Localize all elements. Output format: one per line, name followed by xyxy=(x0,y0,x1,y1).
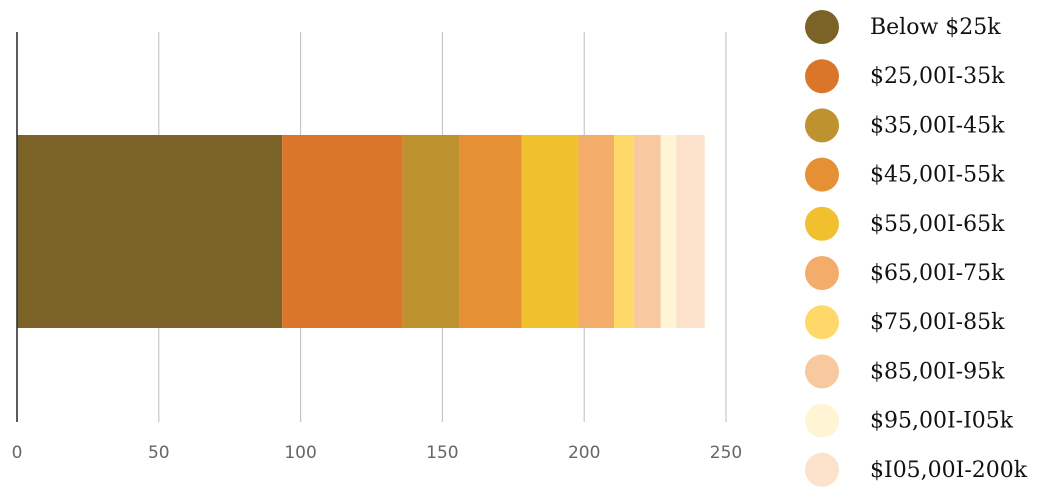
legend-swatch xyxy=(805,403,839,438)
legend-label: Below $25k xyxy=(870,15,1001,40)
legend-label: $35,00I-45k xyxy=(870,113,1005,138)
legend-swatch xyxy=(805,59,839,94)
legend-item[interactable]: $95,00I-I05k xyxy=(805,403,1014,438)
bar-segment[interactable] xyxy=(459,135,522,328)
legend-label: $65,00I-75k xyxy=(870,261,1005,286)
legend-swatch xyxy=(805,305,839,340)
bar-segment[interactable] xyxy=(17,135,283,328)
bar-segment[interactable] xyxy=(613,135,634,328)
legend-label: $I05,00I-200k xyxy=(870,458,1028,483)
x-tick-label: 100 xyxy=(284,443,316,463)
legend-swatch xyxy=(805,452,839,487)
legend-label: $85,00I-95k xyxy=(870,359,1005,384)
legend-item[interactable]: $85,00I-95k xyxy=(805,354,1005,389)
legend-swatch xyxy=(805,157,839,192)
bar-segment[interactable] xyxy=(578,135,614,328)
x-tick-label: 250 xyxy=(710,443,742,463)
legend-swatch xyxy=(805,354,839,389)
legend-swatch xyxy=(805,108,839,143)
bar-segment[interactable] xyxy=(660,135,677,328)
bar-segment[interactable] xyxy=(402,135,460,328)
legend-label: $95,00I-I05k xyxy=(870,409,1014,434)
bar-segments xyxy=(17,135,705,328)
legend-label: $25,00I-35k xyxy=(870,64,1005,89)
x-axis: 0 50 100 150 200 250 xyxy=(12,32,742,463)
legend-item[interactable]: $35,00I-45k xyxy=(805,108,1005,143)
x-tick-label: 200 xyxy=(568,443,600,463)
legend-swatch xyxy=(805,256,839,290)
legend-item[interactable]: $55,00I-65k xyxy=(805,206,1005,241)
legend-item[interactable]: $I05,00I-200k xyxy=(805,452,1028,487)
bar-segment[interactable] xyxy=(676,135,705,328)
legend-swatch xyxy=(805,206,839,241)
legend-swatch xyxy=(805,10,839,44)
bar-segment[interactable] xyxy=(521,135,579,328)
bar-segment[interactable] xyxy=(633,135,661,328)
x-tick-label: 0 xyxy=(12,443,23,463)
legend-item[interactable]: $65,00I-75k xyxy=(805,256,1005,290)
legend-label: $55,00I-65k xyxy=(870,212,1005,237)
legend: Below $25k $25,00I-35k $35,00I-45k $45,00I-… xyxy=(805,10,1028,487)
legend-item[interactable]: $25,00I-35k xyxy=(805,59,1005,94)
legend-label: $45,00I-55k xyxy=(870,163,1005,188)
x-tick-label: 50 xyxy=(148,443,170,463)
legend-item[interactable]: Below $25k xyxy=(805,10,1001,44)
bar-segment[interactable] xyxy=(282,135,403,328)
legend-label: $75,00I-85k xyxy=(870,310,1005,335)
x-tick-label: 150 xyxy=(426,443,458,463)
legend-item[interactable]: $75,00I-85k xyxy=(805,305,1005,340)
legend-item[interactable]: $45,00I-55k xyxy=(805,157,1005,192)
